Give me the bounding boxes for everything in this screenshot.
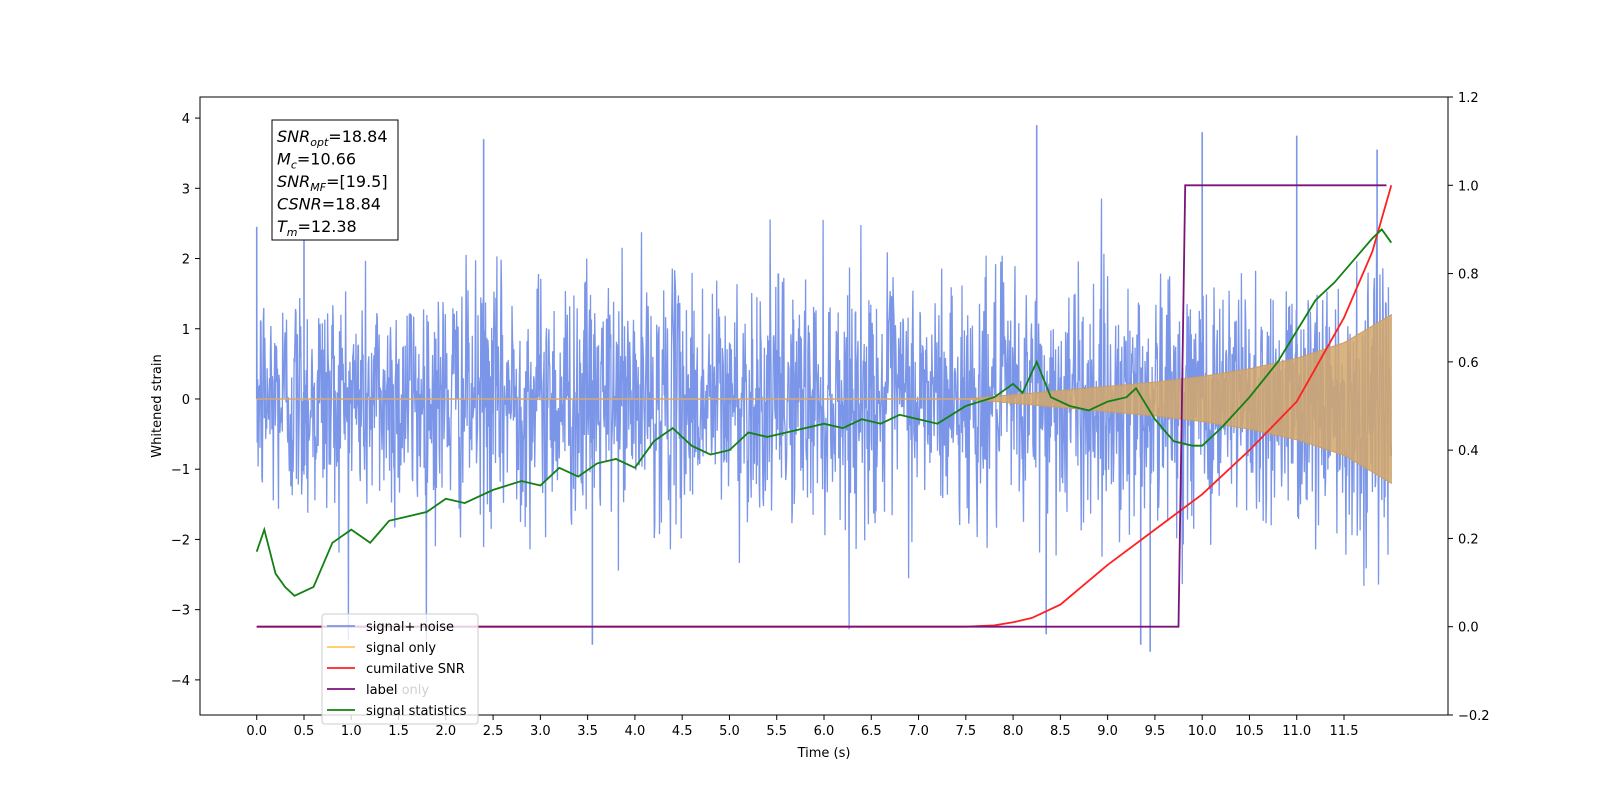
info-line: Tm=12.38 bbox=[277, 217, 357, 239]
x-tick-label: 4.0 bbox=[625, 724, 646, 739]
x-tick-label: 3.5 bbox=[577, 724, 598, 739]
x-tick-label: 7.5 bbox=[955, 724, 976, 739]
left-y-tick-label: −4 bbox=[171, 674, 190, 689]
info-subscript: MF bbox=[310, 181, 326, 194]
right-y-tick-label: 1.0 bbox=[1458, 179, 1479, 194]
info-subscript: m bbox=[287, 226, 298, 239]
right-y-tick-label: 1.2 bbox=[1458, 91, 1479, 106]
legend: label only signal+ noise signal only cumila… bbox=[321, 613, 479, 725]
info-value: =[19.5] bbox=[326, 172, 388, 191]
info-annotation-box: SNRopt=18.84Mc=10.66SNRMF=[19.5]CSNR=18.… bbox=[271, 119, 399, 241]
info-line: CSNR=18.84 bbox=[277, 195, 381, 214]
series-signal-only bbox=[256, 313, 1392, 485]
left-y-tick-label: 0 bbox=[182, 393, 190, 408]
legend-entry-label: label bbox=[366, 683, 397, 698]
x-tick-label: 11.5 bbox=[1330, 724, 1359, 739]
left-y-tick-label: −2 bbox=[171, 533, 190, 548]
x-tick-label: 1.0 bbox=[341, 724, 362, 739]
info-symbol: SNR bbox=[277, 172, 310, 191]
info-symbol: M bbox=[277, 150, 291, 169]
info-value: =10.66 bbox=[297, 150, 356, 169]
x-tick-label: 4.5 bbox=[672, 724, 693, 739]
left-y-tick-label: −1 bbox=[171, 463, 190, 478]
x-tick-label: 8.5 bbox=[1050, 724, 1071, 739]
info-symbol: CSNR bbox=[277, 195, 322, 214]
legend-entry-label: signal+ noise bbox=[366, 620, 454, 635]
info-subscript: opt bbox=[310, 136, 329, 149]
info-line: Mc=10.66 bbox=[277, 150, 356, 172]
info-line: SNRMF=[19.5] bbox=[277, 172, 388, 194]
legend-entry-label: cumilative SNR bbox=[366, 662, 465, 677]
right-y-tick-label: 0.2 bbox=[1458, 532, 1479, 547]
x-tick-label: 6.5 bbox=[861, 724, 882, 739]
info-value: =18.84 bbox=[322, 195, 381, 214]
label-line bbox=[256, 184, 1387, 628]
signal-statistics-line bbox=[255, 228, 1393, 597]
left-y-tick-label: 1 bbox=[182, 323, 190, 338]
series-label bbox=[256, 184, 1387, 628]
info-subscript: c bbox=[291, 159, 297, 172]
x-tick-label: 1.5 bbox=[388, 724, 409, 739]
right-y-tick-label: −0.2 bbox=[1458, 709, 1490, 724]
x-tick-label: 0.5 bbox=[294, 724, 315, 739]
info-symbol: T bbox=[277, 217, 288, 236]
info-box-frame bbox=[271, 119, 399, 241]
x-tick-label: 8.0 bbox=[1003, 724, 1024, 739]
left-y-tick-label: 2 bbox=[182, 253, 190, 268]
left-y-tick-label: −3 bbox=[171, 604, 190, 619]
x-tick-label: 2.0 bbox=[435, 724, 456, 739]
x-tick-label: 7.0 bbox=[908, 724, 929, 739]
x-tick-label: 5.5 bbox=[766, 724, 787, 739]
info-line: SNRopt=18.84 bbox=[277, 127, 388, 149]
x-tick-label: 5.0 bbox=[719, 724, 740, 739]
legend-entry-label: signal statistics bbox=[366, 704, 467, 719]
legend-frame bbox=[321, 613, 479, 725]
legend-entry-label: signal only bbox=[366, 641, 436, 656]
x-tick-label: 9.5 bbox=[1145, 724, 1166, 739]
right-y-axis-ticks: 1.2 1.0 0.8 0.6 0.4 0.2 0.0 −0.2 bbox=[1448, 91, 1490, 724]
x-tick-label: 6.0 bbox=[814, 724, 835, 739]
x-tick-label: 11.0 bbox=[1282, 724, 1311, 739]
info-value: =18.84 bbox=[328, 127, 387, 146]
right-y-tick-label: 0.8 bbox=[1458, 268, 1479, 283]
x-axis-ticks: 0.0 0.5 1.0 1.5 2.0 2.5 3.0 3.5 4.0 4.5 5.0 5.5 6.0 6… bbox=[246, 715, 1358, 739]
x-tick-label: 3.0 bbox=[530, 724, 551, 739]
right-y-tick-label: 0.6 bbox=[1458, 356, 1479, 371]
series-signal-statistics bbox=[255, 228, 1393, 597]
x-tick-label: 2.5 bbox=[483, 724, 504, 739]
legend-hidden-entry: label only bbox=[366, 683, 429, 698]
x-tick-label: 10.5 bbox=[1235, 724, 1264, 739]
x-tick-label: 10.0 bbox=[1188, 724, 1217, 739]
x-tick-label: 9.0 bbox=[1097, 724, 1118, 739]
info-value: =12.38 bbox=[298, 217, 357, 236]
y-axis-label: Whitened strain bbox=[150, 354, 165, 457]
right-y-tick-label: 0.4 bbox=[1458, 444, 1479, 459]
left-y-tick-label: 3 bbox=[182, 182, 190, 197]
left-y-axis-ticks: 4 3 2 1 0 −1 −2 −3 −4 bbox=[171, 112, 200, 689]
x-tick-label: 0.0 bbox=[246, 724, 267, 739]
right-y-tick-label: 0.0 bbox=[1458, 621, 1479, 636]
x-axis-label: Time (s) bbox=[797, 746, 851, 761]
info-symbol: SNR bbox=[277, 127, 310, 146]
left-y-tick-label: 4 bbox=[182, 112, 190, 127]
